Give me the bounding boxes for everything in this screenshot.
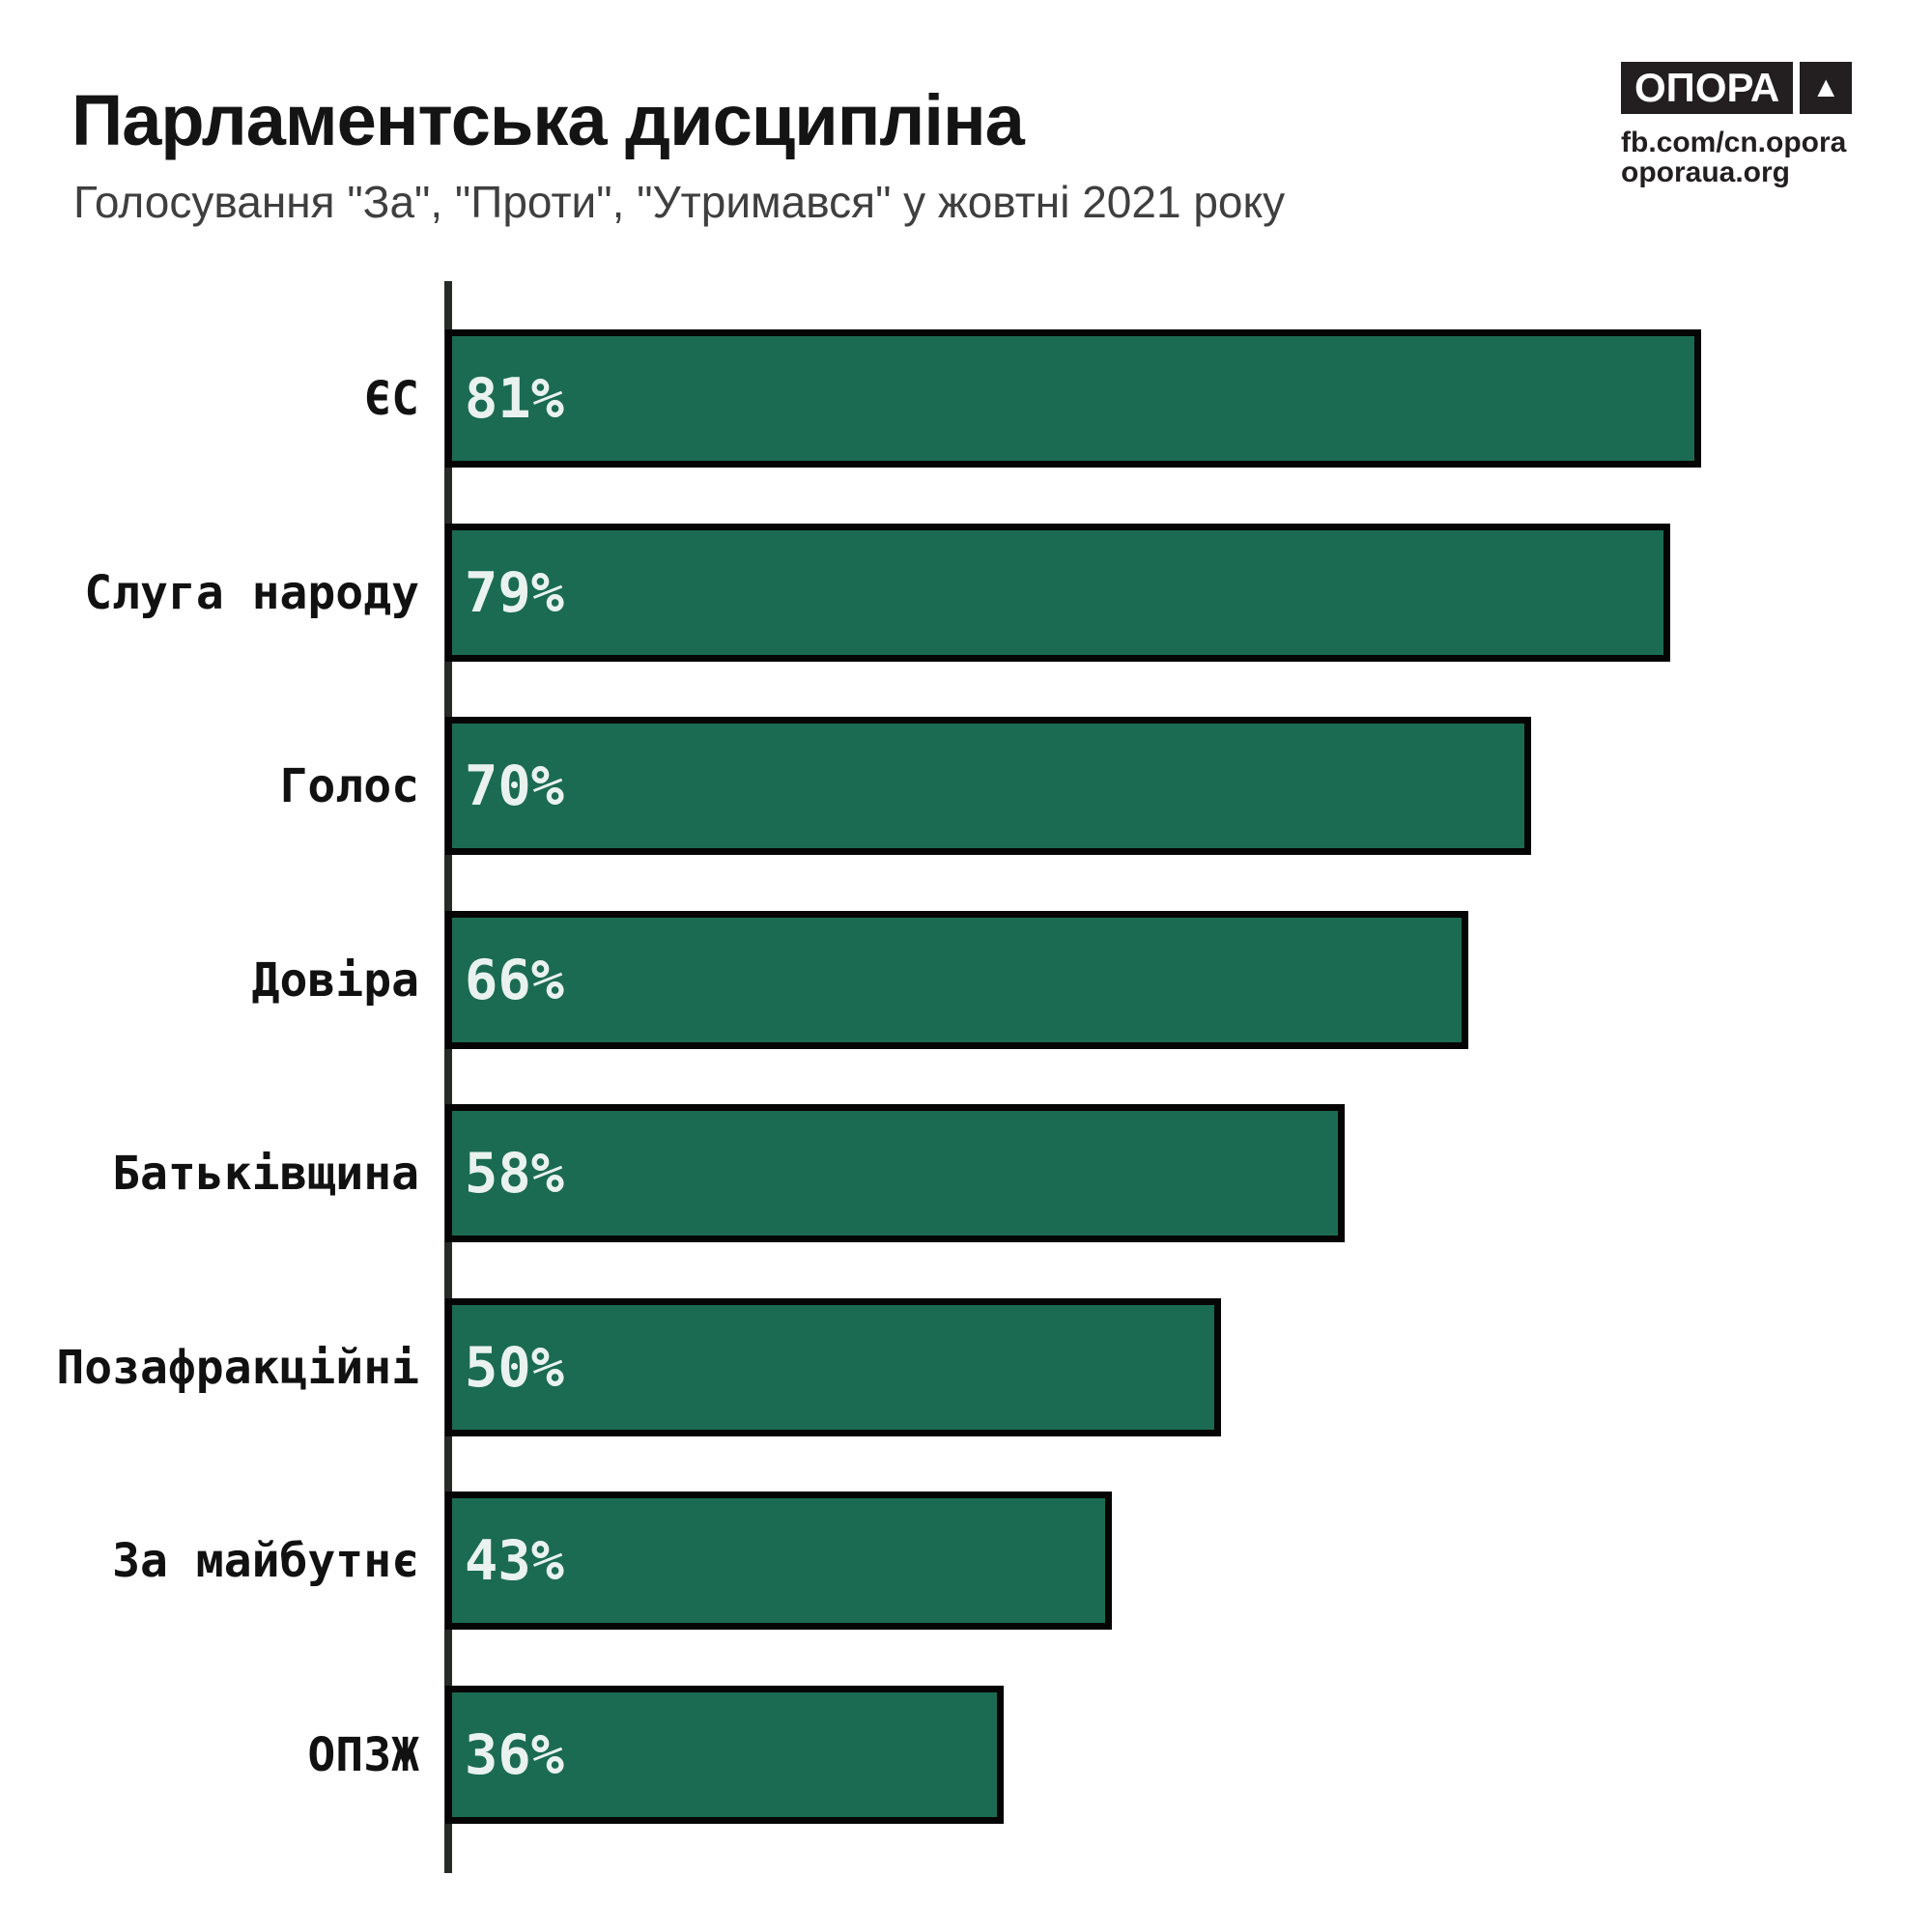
bar: 58% (445, 1104, 1345, 1242)
facebook-url-text: fb.com/cn.opora (1621, 127, 1847, 158)
bar-row: ЄС 81% (0, 329, 1932, 468)
category-label: Довіра (251, 952, 419, 1008)
category-label: Голос (279, 758, 420, 813)
category-label: Батьківщина (112, 1146, 419, 1201)
bar-row: Батьківщина 58% (0, 1104, 1932, 1242)
page-subtitle: Голосування "За", "Проти", "Утримався" у… (73, 177, 1286, 227)
page-title: Парламентська дисципліна (71, 80, 1025, 160)
opora-links: fb.com/cn.opora oporaua.org (1621, 128, 1872, 187)
bar: 36% (445, 1686, 1004, 1824)
bar-row: Довіра 66% (0, 911, 1932, 1049)
category-label: ОПЗЖ (307, 1727, 419, 1782)
y-axis-line (444, 281, 452, 1873)
category-label: Позафракційні (56, 1340, 419, 1395)
bar-row: Голос 70% (0, 717, 1932, 855)
website-url-text: oporaua.org (1621, 156, 1791, 188)
bar: 81% (445, 329, 1701, 468)
bar-value-label: 58% (465, 1141, 564, 1206)
bar-row: ОПЗЖ 36% (0, 1686, 1932, 1824)
opora-logo-row: ОПОРА ▲ (1621, 62, 1872, 114)
bar-value-label: 66% (465, 948, 564, 1012)
opora-wordmark: ОПОРА (1621, 62, 1794, 114)
bar-value-label: 81% (465, 366, 564, 431)
bar: 79% (445, 524, 1670, 662)
bar-value-label: 36% (465, 1722, 564, 1787)
bar: 50% (445, 1298, 1221, 1436)
bar-value-label: 43% (465, 1528, 564, 1593)
category-label: Слуга народу (84, 565, 419, 620)
bar-row: Слуга народу 79% (0, 524, 1932, 662)
bar-value-label: 70% (465, 753, 564, 818)
bar-row: За майбутнє 43% (0, 1492, 1932, 1630)
bar-row: Позафракційні 50% (0, 1298, 1932, 1436)
opora-triangle-icon: ▲ (1800, 62, 1853, 114)
bar-value-label: 79% (465, 560, 564, 625)
opora-logo: ОПОРА ▲ fb.com/cn.opora oporaua.org (1621, 62, 1872, 187)
bar: 66% (445, 911, 1468, 1049)
category-label: За майбутнє (112, 1533, 419, 1588)
bar: 70% (445, 717, 1531, 855)
bar: 43% (445, 1492, 1112, 1630)
category-label: ЄС (363, 371, 419, 426)
bar-value-label: 50% (465, 1335, 564, 1400)
